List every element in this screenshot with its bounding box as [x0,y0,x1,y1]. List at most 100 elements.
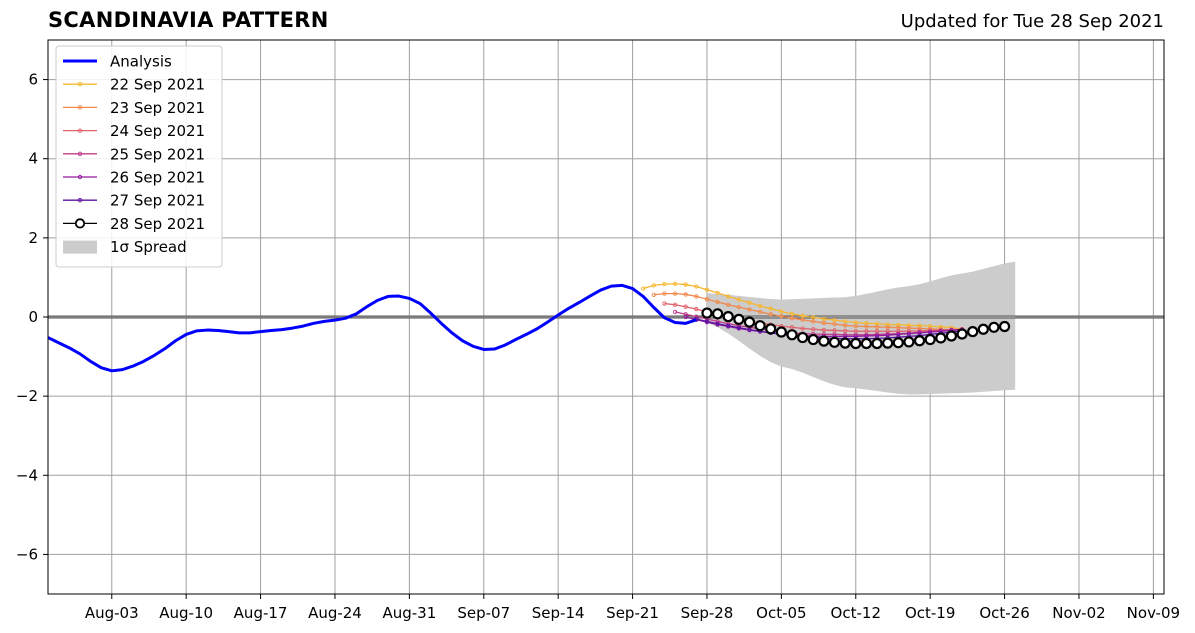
current-forecast-point [892,337,904,349]
x-tick-label: Aug-31 [382,604,436,622]
forecast-point [704,297,710,302]
x-tick-label: Nov-02 [1052,604,1105,622]
forecast-point [811,315,816,320]
forecast-point [726,323,731,328]
x-tick-label: Nov-09 [1127,604,1180,622]
forecast-point [811,319,816,324]
forecast-point [768,312,773,317]
current-forecast-point [903,336,915,348]
legend-label: 28 Sep 2021 [110,215,205,233]
forecast-point [885,322,890,327]
forecast-point [768,306,773,311]
forecast-point [789,325,795,330]
forecast-point [800,326,805,331]
forecast-point [832,318,837,323]
y-tick-label: −6 [16,545,38,563]
spread-area [706,261,1016,395]
current-forecast-point [733,313,745,325]
current-forecast-point [754,320,766,332]
forecast-point [800,317,805,322]
current-forecast-point [786,329,798,341]
forecast-point [885,333,890,338]
forecast-point [864,333,869,339]
legend-swatch-marker [74,218,86,229]
forecast-point [704,287,710,292]
forecast-point [715,321,720,326]
legend-swatch-marker [77,105,83,110]
legend-label: 22 Sep 2021 [110,76,205,94]
current-forecast-point [967,326,979,338]
legend-label: 24 Sep 2021 [110,122,205,140]
current-forecast-point [988,321,1000,333]
y-tick-label: −2 [16,387,38,405]
x-tick-label: Aug-17 [234,604,288,622]
updated-date: Updated for Tue 28 Sep 2021 [900,11,1164,32]
forecast-point [779,309,784,314]
forecast-point [662,291,667,296]
legend-swatch-spread [63,240,97,254]
legend-label: 26 Sep 2021 [110,169,205,187]
forecast-point [864,324,869,329]
forecast-point [821,316,827,322]
current-forecast-point [807,333,819,346]
legend-swatch-marker [77,198,83,203]
current-forecast-point [998,320,1011,333]
forecast-point [811,327,816,332]
forecast-point [917,326,922,331]
forecast-point [789,316,795,321]
x-tick-label: Aug-24 [308,604,362,622]
forecast-point [683,292,688,297]
forecast-point [715,290,720,296]
forecast-point [683,282,688,287]
forecast-point [715,299,720,305]
current-forecast-point [797,331,809,344]
forecast-point [842,323,848,328]
forecast-point [874,333,880,338]
forecast-point [917,323,922,328]
legend-swatch-marker [77,82,83,87]
current-forecast-point [956,328,968,340]
forecast-point [917,330,922,335]
forecast-point [842,328,848,333]
chart-title: SCANDINAVIA PATTERN [48,8,329,32]
y-tick-label: 2 [28,229,38,247]
current-forecast-point [935,332,947,344]
forecast-point [683,312,688,317]
current-forecast-point [775,326,787,338]
current-forecast-point [924,333,936,346]
forecast-point [726,294,731,299]
forecast-point [672,281,678,286]
forecast-point [757,309,763,315]
legend-label: 27 Sep 2021 [110,192,205,210]
current-forecast-point [860,337,873,350]
forecast-point [747,307,752,312]
forecast-point [683,314,688,320]
forecast-point [736,325,742,330]
forecast-line-1 [643,283,963,330]
forecast-point [757,303,763,309]
forecast-point [928,323,933,329]
x-tick-label: Sep-21 [606,604,659,622]
forecast-point [651,292,656,297]
y-tick-label: −4 [16,466,38,484]
forecast-point [747,300,752,305]
forecast-point [906,331,912,336]
x-tick-label: Oct-12 [831,604,881,622]
legend-swatch-marker [77,151,83,156]
legend-label: 23 Sep 2021 [110,99,205,117]
legend-swatch-marker [77,174,83,180]
y-tick-label: 6 [28,71,38,89]
current-forecast-point [722,311,734,323]
forecast-point [736,304,742,310]
forecast-point [896,332,901,337]
legend-box [55,45,223,268]
current-forecast-point [850,337,862,350]
forecast-point [662,282,667,287]
current-forecast-point [828,336,841,348]
forecast-point [641,286,646,291]
current-forecast-point [839,337,851,349]
forecast-point [832,328,837,333]
forecast-point [842,319,848,324]
forecast-point [662,301,667,306]
forecast-point [694,294,699,299]
